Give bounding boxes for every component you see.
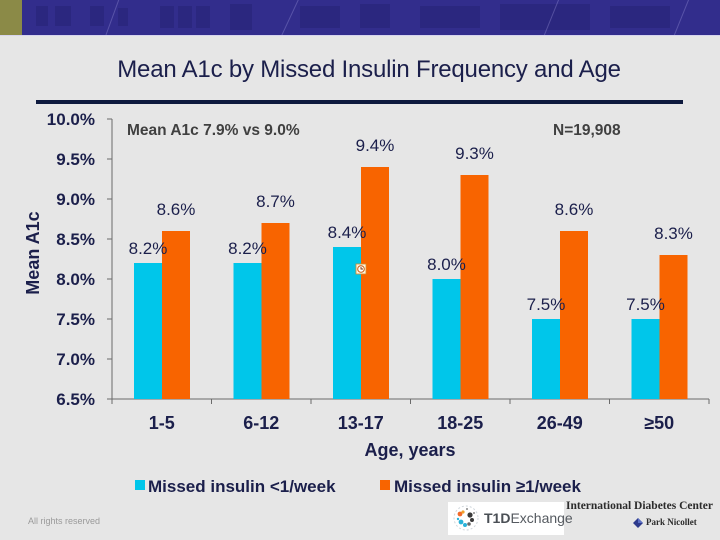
data-label: 8.7%: [256, 192, 295, 211]
data-label: 7.5%: [626, 295, 665, 314]
annotation-mean-a1c: Mean A1c 7.9% vs 9.0%: [127, 122, 300, 139]
y-tick-label: 9.5%: [56, 150, 95, 169]
data-label: 8.2%: [129, 239, 168, 258]
clock-icon: [355, 263, 367, 275]
bar-missed-ge-1-week-18-25: [460, 175, 489, 399]
x-tick-label: 13-17: [338, 413, 384, 433]
x-tick-label: 6-12: [243, 413, 279, 433]
y-axis: 10.0% 9.5% 9.0% 8.5% 8.0% 7.5% 7.0% 6.5%: [47, 110, 113, 409]
bar-missed-ge-1-week-6-12: [261, 223, 290, 399]
accent-strip: [0, 0, 22, 35]
header-banner: [0, 0, 720, 36]
data-label: 8.4%: [328, 223, 367, 242]
bar-missed-ge-1-week-≥50: [659, 255, 688, 399]
x-axis: 1-5 6-12 13-17 18-25 26-49 ≥50: [111, 398, 710, 433]
legend-label-series-2: Missed insulin ≥1/week: [394, 477, 581, 496]
bar-missed-lt-1-week-26-49: [532, 319, 560, 399]
x-axis-label: Age, years: [364, 440, 455, 460]
data-label: 9.4%: [356, 136, 395, 155]
y-tick-label: 8.5%: [56, 230, 95, 249]
bar-missed-lt-1-week-≥50: [631, 319, 660, 399]
legend-label-series-1: Missed insulin <1/week: [148, 477, 336, 496]
x-tick-label: 1-5: [149, 413, 175, 433]
data-label: 8.6%: [157, 200, 196, 219]
t1d-exchange-logo: T1DExchange: [448, 502, 573, 535]
data-label: 7.5%: [527, 295, 566, 314]
legend-swatch-series-2: [380, 480, 390, 490]
y-tick-label: 10.0%: [47, 110, 95, 129]
t1d-globe-icon: [453, 505, 479, 531]
data-labels: 8.2% 8.2% 8.4% 8.0% 7.5% 7.5% 8.6% 8.7% 9.4% 9.3%…: [129, 136, 693, 314]
bars: [134, 167, 688, 399]
legend-swatch-series-1: [135, 480, 145, 490]
bar-missed-ge-1-week-26-49: [560, 231, 588, 399]
y-tick-label: 6.5%: [56, 390, 95, 409]
x-tick-label: 26-49: [537, 413, 583, 433]
title-rule: [36, 100, 683, 104]
park-nicollet-diamond-icon: [633, 518, 643, 528]
y-tick-label: 7.0%: [56, 350, 95, 369]
data-label: 8.6%: [555, 200, 594, 219]
y-tick-label: 9.0%: [56, 190, 95, 209]
data-label: 8.0%: [427, 255, 466, 274]
y-tick-label: 8.0%: [56, 270, 95, 289]
data-label: 8.2%: [228, 239, 267, 258]
data-label: 9.3%: [455, 144, 494, 163]
y-axis-label: Mean A1c: [23, 211, 43, 294]
park-nicollet-logo-text: Park Nicollet: [646, 517, 697, 527]
bar-missed-lt-1-week-18-25: [432, 279, 461, 399]
idc-logo-text: International Diabetes Center: [566, 500, 713, 512]
bar-missed-lt-1-week-1-5: [134, 263, 162, 399]
y-tick-label: 7.5%: [56, 310, 95, 329]
legend: Missed insulin <1/week Missed insulin ≥1…: [135, 477, 581, 496]
bar-missed-ge-1-week-13-17: [361, 167, 389, 399]
t1d-logo-bold: T1D: [484, 510, 511, 526]
bar-missed-lt-1-week-6-12: [233, 263, 262, 399]
t1d-logo-light: Exchange: [510, 510, 573, 526]
copyright-note: All rights reserved: [28, 516, 101, 526]
bar-missed-ge-1-week-1-5: [162, 231, 190, 399]
annotation-sample-size: N=19,908: [553, 122, 621, 139]
slide-title: Mean A1c by Missed Insulin Frequency and…: [117, 56, 621, 83]
data-label: 8.3%: [654, 224, 693, 243]
x-tick-label: 18-25: [437, 413, 483, 433]
x-tick-label: ≥50: [644, 413, 674, 433]
